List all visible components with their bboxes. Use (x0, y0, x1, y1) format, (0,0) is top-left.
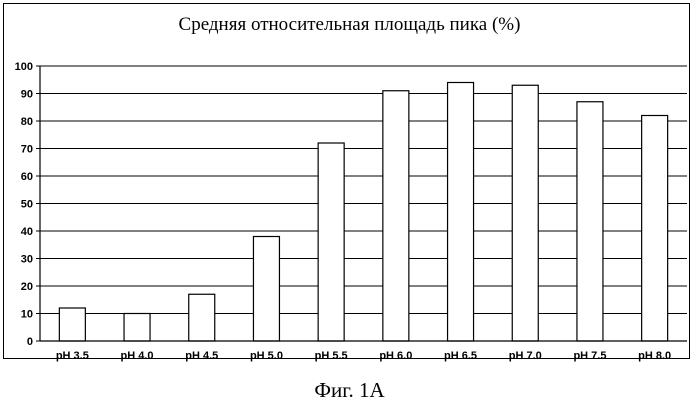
bar (512, 85, 538, 341)
y-tick-label: 60 (21, 171, 33, 183)
y-tick-label: 40 (21, 226, 33, 238)
y-tick-label: 0 (27, 336, 33, 348)
y-tick-label: 80 (21, 116, 33, 128)
y-tick-label: 10 (21, 309, 33, 321)
bar (642, 116, 668, 342)
x-tick-label: pH 3.5 (56, 350, 89, 362)
bar (383, 91, 409, 341)
x-tick-label: pH 8.0 (638, 350, 671, 362)
y-tick-label: 100 (15, 61, 33, 73)
x-tick-label: pH 7.0 (509, 350, 542, 362)
bar (253, 237, 279, 342)
bar (318, 143, 344, 341)
y-tick-label: 50 (21, 199, 33, 211)
x-tick-label: pH 5.5 (315, 350, 348, 362)
y-tick-label: 30 (21, 254, 33, 266)
x-tick-label: pH 4.0 (121, 350, 154, 362)
y-tick-label: 70 (21, 144, 33, 156)
y-tick-label: 20 (21, 281, 33, 293)
bar (448, 83, 474, 342)
bar (189, 294, 215, 341)
bar (59, 308, 85, 341)
x-tick-label: pH 6.5 (444, 350, 477, 362)
bar (577, 102, 603, 341)
bar (124, 314, 150, 342)
x-tick-label: pH 5.0 (250, 350, 283, 362)
x-tick-label: pH 7.5 (573, 350, 606, 362)
x-tick-label: pH 6.0 (379, 350, 412, 362)
figure-caption: Фиг. 1А (0, 378, 699, 403)
y-tick-label: 90 (21, 89, 33, 101)
x-tick-label: pH 4.5 (185, 350, 218, 362)
